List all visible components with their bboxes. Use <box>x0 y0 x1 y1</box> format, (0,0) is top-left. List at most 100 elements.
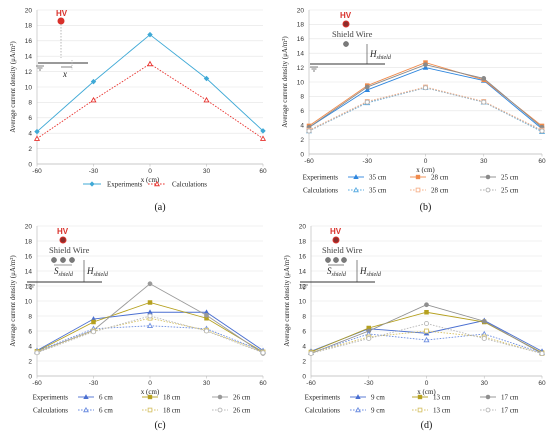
data-point <box>204 312 209 318</box>
hv-label: HV <box>340 11 352 20</box>
y-axis-label: Average current density (μA/m²) <box>9 255 17 347</box>
data-point <box>147 31 153 38</box>
ground-icon <box>27 284 35 290</box>
setup-diagram: HV Shield Wire Hshield <box>310 11 392 72</box>
data-point <box>260 128 266 134</box>
y-tick-label: 2 <box>302 358 306 365</box>
data-point <box>481 318 487 324</box>
y-tick-label: 4 <box>300 123 304 130</box>
series-line <box>310 333 543 354</box>
series-line <box>308 87 543 132</box>
legend-label: 6 cm <box>99 407 113 415</box>
data-point <box>364 99 370 105</box>
legend-row-label: Calculations <box>303 187 338 195</box>
chart-panel-2: 0 2 4 6 8 10 12 14 16 18 20 -60 -30 0 30 60 x (cm) Averag… <box>281 7 546 213</box>
data-point <box>259 135 267 141</box>
data-point <box>422 85 429 91</box>
x-tick-label: 30 <box>203 380 211 387</box>
hv-conductor-icon <box>342 20 350 28</box>
legend-label: 25 cm <box>501 187 519 195</box>
data-point <box>203 96 210 103</box>
data-point <box>424 328 429 334</box>
data-point <box>147 300 153 305</box>
x-axis-label: x (cm) <box>141 388 160 396</box>
y-tick-label: 6 <box>28 115 32 122</box>
ground-icon <box>36 65 44 71</box>
x-tick-label: -30 <box>89 380 99 387</box>
x-axis-label: x (cm) <box>417 388 436 396</box>
y-tick-label: 14 <box>297 51 305 58</box>
x-tick-label: 30 <box>480 158 488 165</box>
data-point <box>481 335 487 342</box>
legend-swatch-marker <box>353 186 359 193</box>
legend-swatch-marker <box>147 407 153 413</box>
x-tick-label: 0 <box>425 380 429 387</box>
legend-label: 28 cm <box>431 187 449 195</box>
y-tick-label: 16 <box>25 38 33 45</box>
x-tick-label: -60 <box>304 158 314 165</box>
y-tick-label: 12 <box>297 65 305 72</box>
y-tick-label: 18 <box>297 22 305 29</box>
legend-swatch-marker <box>355 394 361 400</box>
data-point <box>423 62 428 68</box>
data-point <box>90 96 97 103</box>
y-tick-label: 6 <box>300 108 304 115</box>
y-tick-label: 10 <box>297 79 305 86</box>
legend-swatch-marker <box>217 407 223 413</box>
y-tick-label: 20 <box>299 223 307 230</box>
y-tick-label: 10 <box>299 298 307 305</box>
legend-swatch-marker <box>417 394 423 400</box>
s-shield-label: Sshield <box>54 266 74 278</box>
data-point <box>306 128 312 134</box>
legend-swatch-marker <box>485 394 491 400</box>
y-tick-label: 10 <box>25 298 33 305</box>
legend-swatch-marker <box>83 406 89 413</box>
legend-swatch-marker <box>415 187 421 193</box>
shield-wire-icon <box>325 257 331 263</box>
data-point <box>424 302 429 308</box>
s-shield-label: Sshield <box>327 266 347 278</box>
legend-label: 18 cm <box>163 407 181 415</box>
y-tick-label: 2 <box>300 137 304 144</box>
legend-swatch-marker <box>83 394 89 400</box>
shield-wire-label: Shield Wire <box>332 29 373 39</box>
series-line <box>36 315 264 354</box>
y-tick-label: 8 <box>300 94 304 101</box>
x-tick-label: -30 <box>363 158 373 165</box>
data-point <box>147 313 153 319</box>
x-tick-label: -60 <box>32 380 42 387</box>
series-line <box>308 86 543 131</box>
legend-row-label: Experiments <box>303 174 339 182</box>
y-tick-label: 2 <box>28 358 32 365</box>
legend-label: 13 cm <box>433 394 451 402</box>
y-tick-label: 6 <box>28 328 32 335</box>
data-point <box>91 319 96 325</box>
h-shield-label: Hshield <box>86 266 109 278</box>
shield-wire-icon <box>69 257 75 263</box>
data-point <box>539 350 545 357</box>
y-tick-label: 14 <box>25 54 33 61</box>
ground-icon <box>300 284 308 290</box>
data-point <box>424 309 429 315</box>
data-point <box>481 76 487 81</box>
y-tick-label: 16 <box>299 253 307 260</box>
x-tick-label: 0 <box>424 158 428 165</box>
data-point <box>34 128 40 135</box>
data-point <box>481 99 487 105</box>
setup-diagram: HV x <box>36 9 88 79</box>
setup-diagram: HV Shield Wire Sshield Hshield <box>300 227 382 290</box>
legend-row-label: Calculations <box>305 407 340 415</box>
shield-wire-icon <box>60 257 66 263</box>
x-tick-label: -60 <box>32 168 42 175</box>
legend-row-label: Experiments <box>33 394 69 402</box>
hv-conductor-icon <box>59 236 67 244</box>
y-tick-label: 2 <box>28 146 32 153</box>
legend-label: 26 cm <box>233 407 251 415</box>
y-tick-label: 20 <box>25 223 33 230</box>
legend-swatch-marker <box>217 394 223 400</box>
legend-swatch-marker <box>353 174 359 180</box>
y-tick-label: 4 <box>302 343 306 350</box>
x-tick-label: 0 <box>148 168 152 175</box>
y-tick-label: 16 <box>25 253 33 260</box>
